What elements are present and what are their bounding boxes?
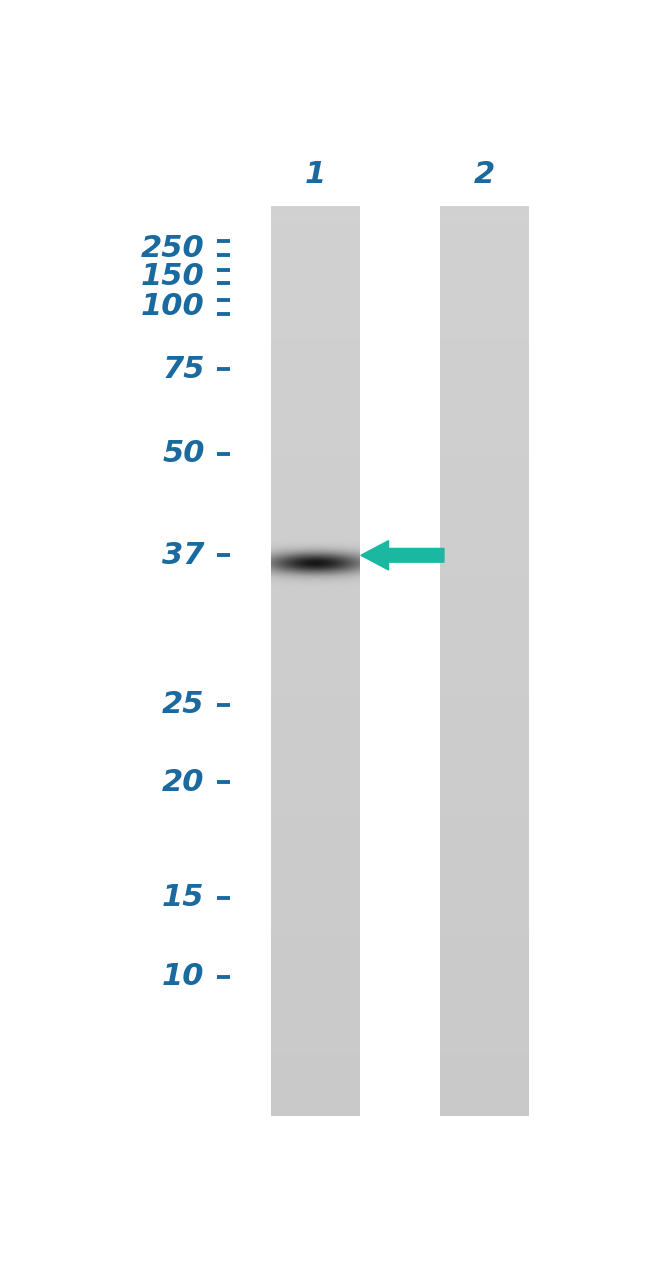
FancyArrow shape <box>361 541 444 570</box>
Text: 15: 15 <box>162 883 205 912</box>
Text: 250: 250 <box>141 234 205 263</box>
Text: 10: 10 <box>162 963 205 992</box>
Text: 25: 25 <box>162 691 205 719</box>
Text: 1: 1 <box>305 160 326 188</box>
Text: 100: 100 <box>141 292 205 321</box>
Text: 37: 37 <box>162 541 205 570</box>
Text: 50: 50 <box>162 439 205 469</box>
Text: 75: 75 <box>162 356 205 384</box>
Text: 150: 150 <box>141 262 205 291</box>
Text: 2: 2 <box>474 160 495 188</box>
Text: 20: 20 <box>162 767 205 796</box>
